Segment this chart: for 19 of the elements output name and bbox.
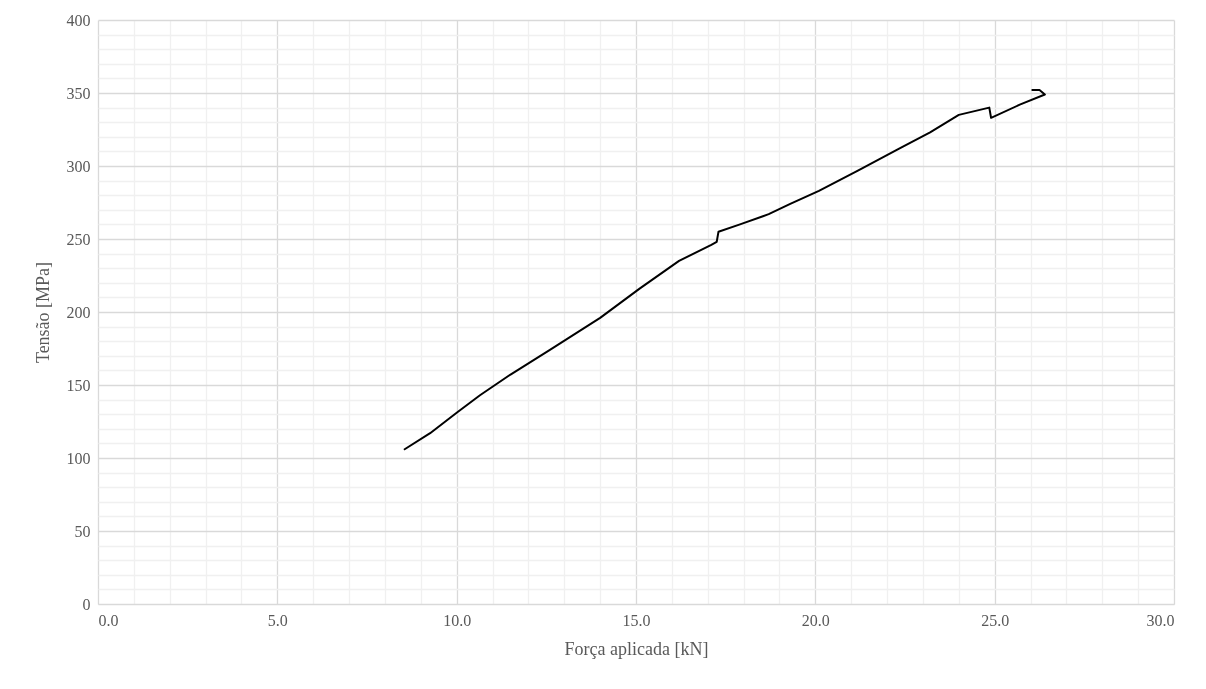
y-axis-title: Tensão [MPa] (32, 261, 53, 364)
y-tick-label: 200 (66, 303, 91, 321)
y-tick-label: 250 (66, 230, 91, 248)
y-tick-label: 300 (66, 157, 91, 175)
y-tick-label: 350 (66, 84, 91, 102)
y-tick-label: 150 (66, 376, 91, 394)
x-tick-label: 0.0 (98, 611, 119, 629)
x-axis-title: Força aplicada [kN] (564, 638, 709, 659)
x-tick-label: 10.0 (443, 611, 472, 629)
y-tick-label: 0 (82, 595, 91, 613)
line-series (403, 89, 1046, 451)
y-tick-label: 400 (66, 11, 91, 29)
y-tick-label: 100 (66, 449, 91, 467)
x-tick-label: 15.0 (622, 611, 651, 629)
y-tick-label: 50 (74, 522, 91, 540)
x-tick-label: 30.0 (1146, 611, 1175, 629)
x-tick-label: 5.0 (267, 611, 288, 629)
x-tick-label: 20.0 (801, 611, 830, 629)
x-tick-label: 25.0 (981, 611, 1010, 629)
